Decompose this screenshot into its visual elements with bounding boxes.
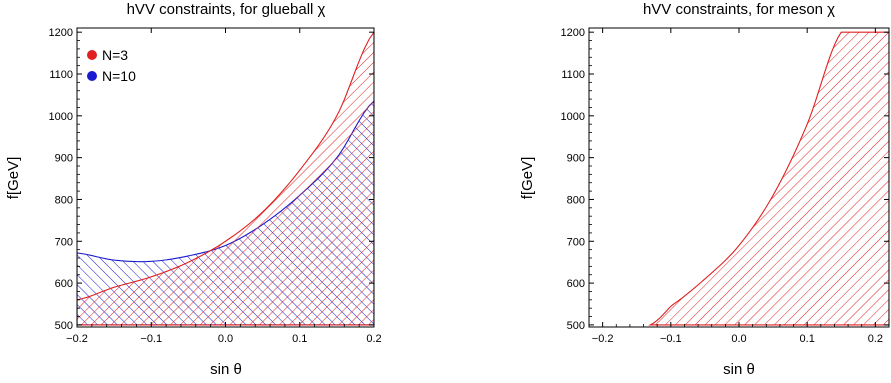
left-plot-area	[77, 31, 374, 326]
legend-item-n10: N=10	[87, 68, 136, 84]
right-ytick-label: 1100	[561, 69, 585, 81]
right-chart-ylabel: f[GeV]	[519, 157, 536, 200]
right-chart-xlabel: sin θ	[723, 361, 755, 378]
left-ytick-label: 800	[55, 194, 73, 206]
right-ytick-label: 800	[567, 194, 585, 206]
left-xtick-label: 0.1	[292, 333, 307, 345]
left-ytick-label: 600	[55, 278, 73, 290]
left-chart-title: hVV constraints, for glueball χ	[127, 1, 326, 18]
area-meson	[650, 32, 889, 325]
left-xtick-label: −0.2	[66, 333, 88, 345]
left-chart: hVV constraints, for glueball χ f[GeV] s…	[5, 1, 382, 378]
legend-label-n3: N=3	[102, 47, 128, 63]
right-chart: hVV constraints, for meson χ f[GeV] sin …	[519, 1, 890, 378]
left-axes: −0.2 −0.1 0.0 0.1 0.2 500 600 700 800 900 1000 1100…	[49, 27, 382, 345]
left-xtick-label: 0.2	[366, 333, 381, 345]
left-xtick-label: −0.1	[140, 333, 162, 345]
left-ytick-label: 700	[55, 236, 73, 248]
right-xtick-label: −0.2	[592, 333, 614, 345]
left-ytick-label: 500	[55, 320, 73, 332]
area-n3	[77, 32, 374, 325]
left-ytick-label: 1000	[49, 111, 73, 123]
right-ytick-label: 700	[567, 236, 585, 248]
boundary-n3	[77, 31, 374, 326]
legend-marker-n10	[87, 71, 97, 81]
left-chart-xlabel: sin θ	[210, 361, 242, 378]
boundary-meson	[648, 31, 889, 326]
right-chart-title: hVV constraints, for meson χ	[643, 1, 835, 18]
right-ytick-label: 600	[567, 278, 585, 290]
left-ytick-label: 1200	[49, 27, 73, 39]
right-axes: −0.2 −0.1 0.0 0.1 0.2 500 600 700 800 900 1000 1100…	[561, 27, 890, 345]
right-ytick-label: 1000	[561, 111, 585, 123]
right-xtick-label: 0.1	[800, 333, 815, 345]
right-ytick-label: 1200	[561, 27, 585, 39]
legend-label-n10: N=10	[102, 68, 136, 84]
right-plot-area	[648, 31, 889, 326]
legend-item-n3: N=3	[87, 47, 128, 63]
legend-marker-n3	[87, 50, 97, 60]
right-xtick-label: 0.0	[731, 333, 746, 345]
left-xtick-label: 0.0	[218, 333, 233, 345]
right-xtick-label: 0.2	[868, 333, 883, 345]
legend: N=3 N=10	[87, 47, 136, 84]
left-ytick-label: 900	[55, 153, 73, 165]
left-ytick-label: 1100	[49, 69, 73, 81]
right-ytick-label: 900	[567, 153, 585, 165]
left-chart-ylabel: f[GeV]	[5, 157, 22, 200]
right-ytick-label: 500	[567, 320, 585, 332]
right-xtick-label: −0.1	[660, 333, 682, 345]
